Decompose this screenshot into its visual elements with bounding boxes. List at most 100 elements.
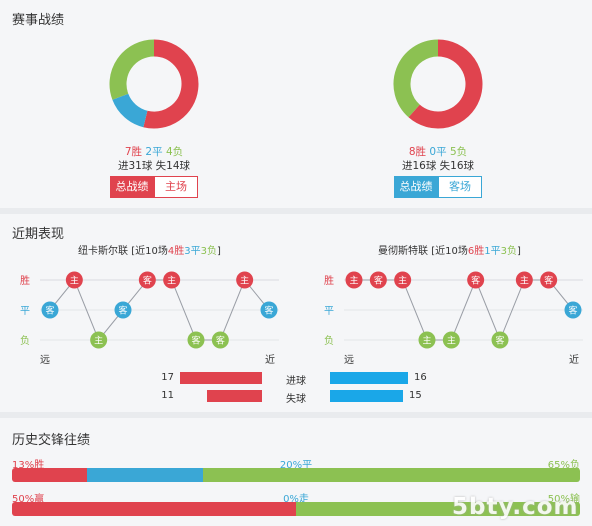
- right-form-point-7: [515, 271, 533, 289]
- right-conceded-value: 15: [409, 390, 422, 401]
- h2h-handicap-segment-win: [12, 502, 296, 516]
- h2h-handicap-bar: [12, 502, 580, 516]
- left-summary-l: 3负: [200, 246, 217, 257]
- right-goals-bar: [330, 372, 408, 384]
- left-form-venue-7: 客: [216, 335, 225, 347]
- left-form-point-8: [236, 271, 254, 289]
- right-form-venue-3: 主: [422, 335, 431, 347]
- left-conceded-value: 11: [161, 390, 174, 401]
- left-donut-wins: [143, 39, 199, 129]
- right-form-venue-5: 客: [471, 275, 480, 287]
- right-tabs: 总战绩 客场: [394, 176, 482, 198]
- h2h-result-segment-loss: [203, 468, 580, 482]
- left-form-line: [49, 279, 270, 341]
- right-wins: 8胜: [408, 146, 427, 158]
- left-record-summary: 7胜 2平 4负: [90, 144, 218, 159]
- left-form-venue-0: 客: [45, 305, 54, 317]
- right-summary-prefix: [近10场: [431, 246, 468, 257]
- left-form-venue-1: 主: [70, 275, 79, 287]
- left-goals-bar: [180, 372, 262, 384]
- right-axis-D: 平: [324, 306, 334, 317]
- left-record-donut: [109, 39, 199, 129]
- form-panel: 近期表现 纽卡斯尔联 [近10场4胜3平3负] 曼彻斯特联 [近10场6胜1平3…: [0, 214, 592, 412]
- left-form-point-9: [260, 301, 278, 319]
- left-form-venue-4: 客: [143, 275, 152, 287]
- left-form-venue-5: 主: [167, 275, 176, 287]
- right-form-line: [354, 278, 574, 342]
- right-conceded-bar: [330, 390, 403, 402]
- left-form-point-0: [41, 301, 59, 319]
- right-form-point-4: [442, 331, 460, 349]
- right-form-point-0: [345, 271, 363, 289]
- right-summary-d: 1平: [484, 246, 501, 257]
- right-form-venue-8: 客: [544, 275, 553, 287]
- h2h-handicap-push-label: 0%走: [283, 494, 309, 505]
- left-form-point-7: [211, 331, 229, 349]
- left-tabs: 总战绩 主场: [110, 176, 198, 198]
- left-team-summary: 纽卡斯尔联 [近10场4胜3平3负]: [78, 242, 221, 257]
- goals-label: 进球: [286, 376, 306, 387]
- section-title-record: 赛事战绩: [12, 13, 65, 28]
- right-form-point-5: [467, 271, 485, 289]
- right-form-point-9: [564, 301, 582, 319]
- history-panel: 历史交锋往绩 13%胜 20%平 65%负 50%赢 0%走 50%输 5bty…: [0, 418, 592, 526]
- left-axis-near: 近: [265, 353, 275, 366]
- section-title-form: 近期表现: [12, 227, 65, 242]
- left-summary-prefix: [近10场: [131, 246, 168, 257]
- left-form-point-3: [114, 301, 132, 319]
- h2h-loss-label: 65%负: [547, 460, 580, 471]
- tab-right-overall[interactable]: 总战绩: [394, 176, 438, 198]
- right-axis-near: 近: [569, 353, 579, 366]
- right-form-point-2: [394, 271, 412, 289]
- left-form-point-5: [163, 271, 181, 289]
- right-form-venue-0: 主: [349, 275, 358, 287]
- right-form-point-3: [418, 331, 436, 349]
- left-donut-losses: [109, 39, 155, 100]
- left-form-venue-9: 客: [264, 305, 273, 317]
- h2h-result-bar: [12, 468, 580, 482]
- right-form-venue-6: 客: [495, 335, 504, 347]
- h2h-result-segment-win: [12, 468, 88, 482]
- left-axis-D: 平: [20, 306, 30, 317]
- right-form-venue-4: 主: [447, 335, 456, 347]
- left-draws: 2平: [145, 146, 163, 158]
- watermark: 5bty.com: [452, 494, 579, 520]
- left-form-point-4: [138, 271, 156, 289]
- right-summary-l: 3负: [500, 246, 517, 257]
- right-goals-value: 16: [414, 372, 427, 383]
- tab-left-home[interactable]: 主场: [154, 176, 198, 198]
- left-losses: 4负: [165, 146, 184, 158]
- left-wins: 7胜: [124, 146, 143, 158]
- right-form-point-1: [369, 271, 387, 289]
- left-team-name: 纽卡斯尔联: [78, 246, 128, 257]
- right-summary-suffix: ]: [516, 246, 521, 257]
- left-summary-d: 3平: [184, 246, 201, 257]
- right-record-summary: 8胜 0平 5负: [374, 144, 502, 159]
- right-losses: 5负: [449, 146, 468, 158]
- left-goals-value: 17: [161, 372, 174, 383]
- tab-left-overall[interactable]: 总战绩: [110, 176, 154, 198]
- left-form-venue-8: 主: [240, 275, 249, 287]
- left-goals: 进31球 失14球: [117, 160, 191, 172]
- left-form-point-6: [187, 331, 205, 349]
- left-form-venue-6: 客: [191, 335, 200, 347]
- h2h-handicap-win-label: 50%赢: [12, 494, 45, 505]
- left-form-point-1: [65, 271, 83, 289]
- right-form-venue-1: 客: [374, 275, 383, 287]
- right-team-summary: 曼彻斯特联 [近10场6胜1平3负]: [378, 242, 521, 257]
- left-summary-suffix: ]: [216, 246, 221, 257]
- right-form-venue-7: 主: [520, 275, 529, 287]
- right-axis-W: 胜: [324, 275, 334, 287]
- right-form-point-6: [491, 331, 509, 349]
- right-donut-wins: [408, 39, 483, 129]
- right-axis-far: 远: [344, 354, 354, 366]
- record-panel: 赛事战绩 7胜 2平 4负 进31球 失14球 总战绩 主场 8胜 0平 5负 …: [0, 0, 592, 208]
- left-summary-w: 4胜: [167, 246, 185, 257]
- h2h-handicap-loss-label: 50%输: [547, 494, 580, 505]
- left-axis-far: 远: [40, 354, 50, 366]
- left-form-venue-2: 主: [94, 335, 103, 347]
- left-axis-L: 负: [20, 334, 30, 347]
- right-donut-losses: [393, 39, 439, 118]
- right-goals: 进16球 失16球: [401, 160, 475, 172]
- tab-right-away[interactable]: 客场: [438, 176, 482, 198]
